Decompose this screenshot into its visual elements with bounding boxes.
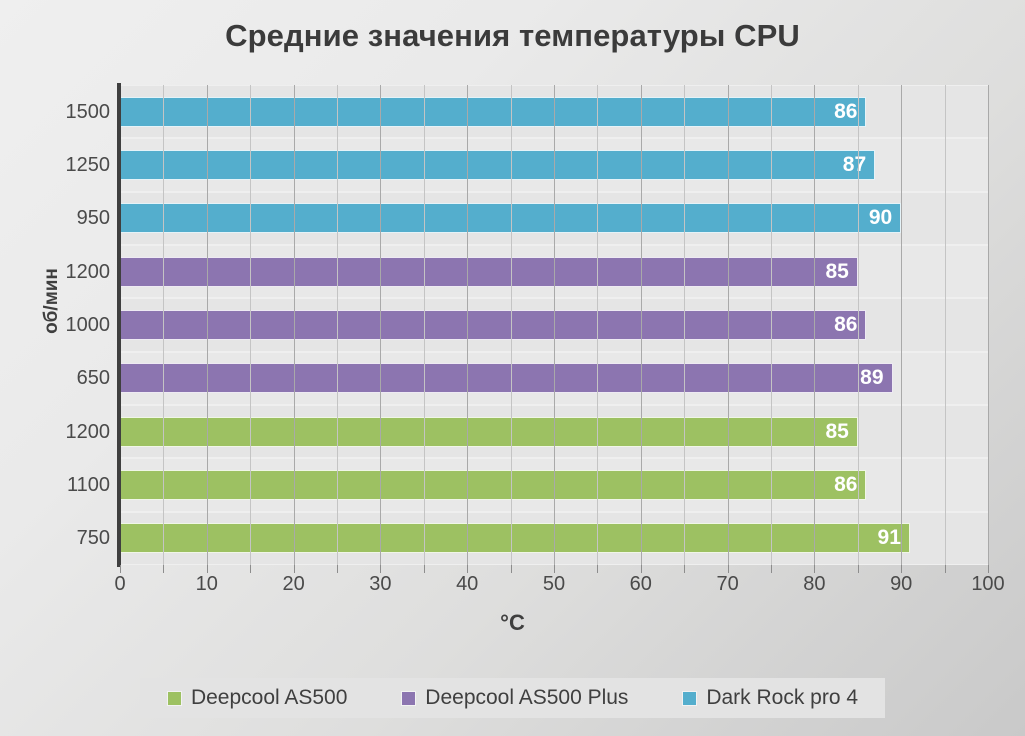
x-axis-tick-label: 0 [114,573,126,595]
x-axis-tickmark [597,565,599,573]
x-axis-tick-label: 80 [803,573,826,595]
x-axis-tickmark [250,565,252,573]
y-axis-tick-label: 1500 [65,100,111,123]
bar[interactable] [120,363,893,394]
y-axis-tick-label: 950 [76,207,110,230]
bar[interactable] [120,416,858,447]
x-axis-tickmark [684,565,686,573]
bar-value-label: 91 [877,526,901,550]
x-axis-title: °C [500,610,525,635]
bar-value-label: 86 [834,473,858,496]
x-axis-tick-label: 60 [629,573,652,595]
legend-item[interactable]: Dark Rock pro 4 [682,686,858,710]
bar-value-label: 85 [825,259,849,283]
x-axis-tick-label: 10 [195,573,218,595]
legend-swatch-icon [401,690,417,706]
x-axis-tickmark [554,565,555,573]
y-axis-line [117,83,121,567]
x-axis-tick-label: 100 [971,573,1005,595]
bar[interactable] [120,96,867,127]
x-axis-tickmark [771,565,772,573]
bar-value-label: 85 [825,419,849,443]
bar[interactable] [120,523,910,554]
x-axis-tickmark [380,565,382,573]
y-axis-tick-label: 1000 [65,314,111,336]
y-axis-tick-label: 1250 [65,154,111,176]
x-axis-tick-labels: 0 10 20 30 40 50 60 70 80 90 100 [0,573,1025,603]
chart-legend: Deepcool AS500 Deepcool AS500 Plus Dark Ro… [140,678,885,718]
bar[interactable] [120,470,867,500]
y-axis-tick-label: 1200 [65,420,111,443]
x-axis-tickmark [857,565,859,573]
x-axis-tick-label: 20 [282,573,305,595]
x-axis-tick-label: 90 [890,573,913,595]
x-axis-tickmark [467,565,469,573]
bar-value-label: 86 [834,313,858,336]
bar-value-label: 90 [868,206,893,230]
x-axis-tickmark [640,565,642,573]
x-axis-tick-label: 30 [369,573,392,595]
x-axis-tickmark [423,565,425,573]
x-axis-tickmark [337,565,338,573]
y-axis-tick-label: 650 [76,367,110,390]
plot-area: 86 87 90 85 86 89 85 86 91 [120,85,988,565]
legend-swatch-icon [682,690,698,706]
x-axis-tickmark [901,565,903,573]
x-axis-tickmark [944,565,946,573]
x-axis-tick-label: 40 [456,573,479,595]
legend-swatch-icon [166,690,182,706]
gridline-major [988,85,989,572]
x-axis-tickmark [727,565,729,573]
x-axis-tickmark [293,565,295,573]
x-axis-tickmark [510,565,512,573]
bar[interactable] [120,310,867,340]
bar[interactable] [120,150,876,180]
y-axis-tick-label: 1200 [65,260,111,283]
legend-label: Deepcool AS500 Plus [425,686,629,709]
bar[interactable] [120,256,858,287]
bar-value-label: 86 [834,99,858,123]
y-axis-tick-label: 750 [76,527,110,550]
bar-value-label: 89 [860,366,884,390]
chart-title: Средние значения температуры CPU [225,18,800,53]
legend-item[interactable]: Deepcool AS500 [166,686,348,710]
y-axis-tick-label: 1100 [66,474,110,496]
legend-label: Dark Rock pro 4 [706,686,859,709]
x-axis-tickmark [814,565,816,573]
x-axis-tick-label: 70 [716,573,739,595]
bar-value-label: 87 [842,153,867,176]
x-axis-tickmark [206,565,208,573]
legend-item[interactable]: Deepcool AS500 Plus [401,686,628,710]
x-axis-tick-label: 50 [542,573,566,595]
y-axis-tick-labels: 1500 1250 950 1200 1000 650 1200 1100 750 [5,85,111,565]
x-axis-tickmark [163,565,165,573]
x-axis-tickmark [988,565,989,573]
legend-label: Deepcool AS500 [190,686,348,709]
x-axis-tickmark [120,565,121,573]
